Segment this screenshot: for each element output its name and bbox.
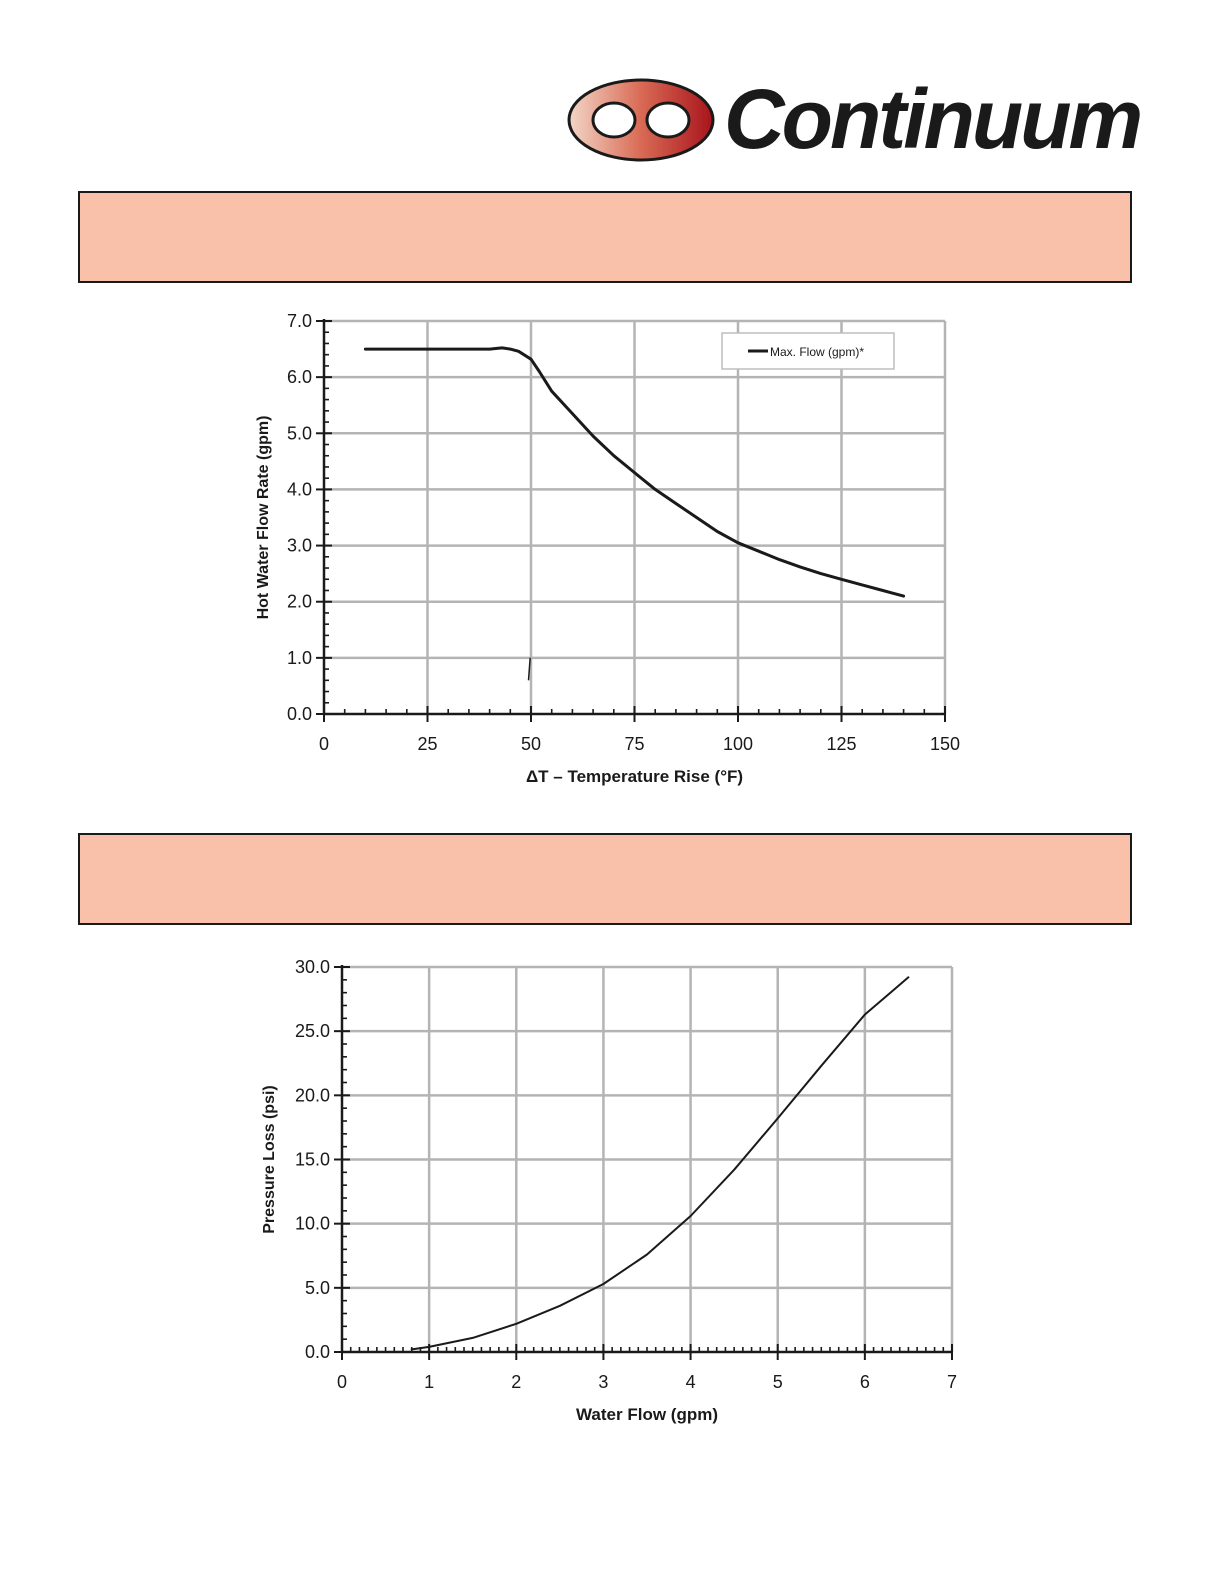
x-tick-label: 4: [686, 1372, 696, 1392]
series-line-0: [363, 346, 906, 598]
x-tick-label: 75: [624, 734, 644, 754]
y-tick-label: 7.0: [287, 311, 312, 331]
x-tick-label: 100: [723, 734, 753, 754]
stray-mark: [527, 657, 531, 681]
y-tick-label: 25.0: [295, 1021, 330, 1041]
x-tick-label: 2: [511, 1372, 521, 1392]
continuum-logo: Continuum: [566, 74, 1143, 166]
x-tick-label: 1: [424, 1372, 434, 1392]
interlocking-rings-icon: [567, 78, 715, 162]
legend-label: Max. Flow (gpm)*: [770, 345, 864, 359]
x-tick-label: 0: [337, 1372, 347, 1392]
y-tick-label: 0.0: [287, 704, 312, 724]
y-tick-label: 20.0: [295, 1085, 330, 1105]
y-tick-label: 0.0: [305, 1342, 330, 1362]
section-banner-pressure-loss: [78, 833, 1132, 925]
y-axis-label: Hot Water Flow Rate (gpm): [255, 416, 272, 620]
y-tick-label: 3.0: [287, 536, 312, 556]
y-tick-label: 2.0: [287, 592, 312, 612]
x-tick-label: 50: [521, 734, 541, 754]
y-tick-label: 15.0: [295, 1150, 330, 1170]
x-axis-label: Water Flow (gpm): [576, 1405, 718, 1424]
x-tick-label: 150: [930, 734, 960, 754]
x-tick-label: 6: [860, 1372, 870, 1392]
y-tick-label: 10.0: [295, 1214, 330, 1234]
y-tick-label: 5.0: [287, 423, 312, 443]
x-tick-label: 3: [598, 1372, 608, 1392]
x-tick-label: 125: [826, 734, 856, 754]
y-tick-label: 5.0: [305, 1278, 330, 1298]
x-tick-label: 25: [417, 734, 437, 754]
x-tick-label: 7: [947, 1372, 957, 1392]
x-axis-label: ΔT – Temperature Rise (°F): [526, 767, 743, 786]
flow-rate-chart: 0 25 50 75 100 125 150 0.0 1.0 2.0 3.0 4.0 5.0 6.0 7.0…: [255, 311, 960, 786]
series-line-0: [410, 976, 910, 1351]
x-tick-label: 0: [319, 734, 329, 754]
logo-wordmark: Continuum: [724, 72, 1143, 166]
section-banner-flow-rate: [78, 191, 1132, 283]
y-tick-label: 6.0: [287, 367, 312, 387]
y-axis-label: Pressure Loss (psi): [261, 1085, 278, 1234]
pressure-loss-chart: 0 1 2 3 4 5 6 7 0.0 5.0 10.0 15.0 20.0 25.0 30.0 Water …: [261, 957, 957, 1424]
x-tick-label: 5: [773, 1372, 783, 1392]
y-tick-label: 1.0: [287, 648, 312, 668]
y-tick-label: 30.0: [295, 957, 330, 977]
y-tick-label: 4.0: [287, 479, 312, 499]
